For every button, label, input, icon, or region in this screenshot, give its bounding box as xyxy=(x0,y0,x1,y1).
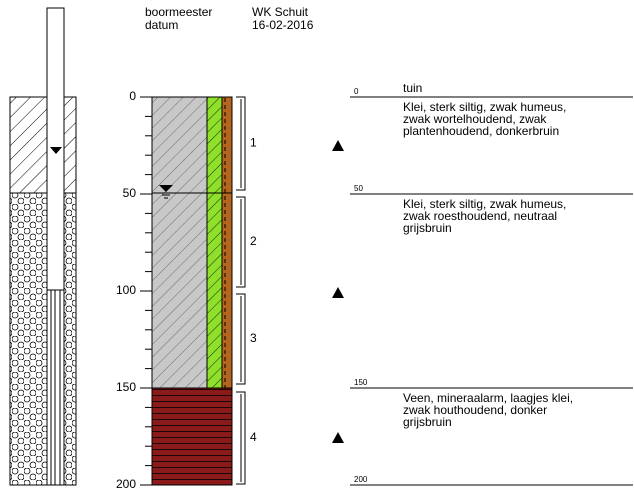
depth-axis: 0 50 100 150 200 xyxy=(116,89,152,490)
sample-marker xyxy=(332,287,344,298)
layer-depth: 200 xyxy=(354,475,368,484)
lithology-column xyxy=(152,97,232,485)
borehole-log: boormeester datum WK Schuit 16-02-2016 0… xyxy=(0,0,634,490)
sample-marker xyxy=(332,432,344,443)
header-value: 16-02-2016 xyxy=(252,18,314,32)
tick-label: 200 xyxy=(116,477,136,490)
layer-description: grijsbruin xyxy=(403,415,452,429)
header-label: boormeester xyxy=(145,5,212,19)
header-label: datum xyxy=(145,18,178,32)
sample-label: 3 xyxy=(250,331,257,345)
layer-depth: 150 xyxy=(354,378,368,387)
samples: 1 2 3 4 xyxy=(236,97,344,484)
sample-marker xyxy=(332,140,344,151)
layer-description: grijsbruin xyxy=(403,221,452,235)
tick-label: 150 xyxy=(116,380,136,394)
header-value: WK Schuit xyxy=(252,5,309,19)
well-schematic xyxy=(10,8,76,485)
sample-label: 1 xyxy=(250,136,257,150)
layer-description: plantenhoudend, donkerbruin xyxy=(403,124,559,138)
layer-depth: 50 xyxy=(354,184,363,193)
tick-label: 0 xyxy=(129,89,136,103)
tick-label: 100 xyxy=(116,283,136,297)
sample-label: 2 xyxy=(250,234,257,248)
layer-depth: 0 xyxy=(354,87,359,96)
tick-label: 50 xyxy=(123,186,137,200)
sample-label: 4 xyxy=(250,430,257,444)
layer-remark: tuin xyxy=(403,81,422,95)
